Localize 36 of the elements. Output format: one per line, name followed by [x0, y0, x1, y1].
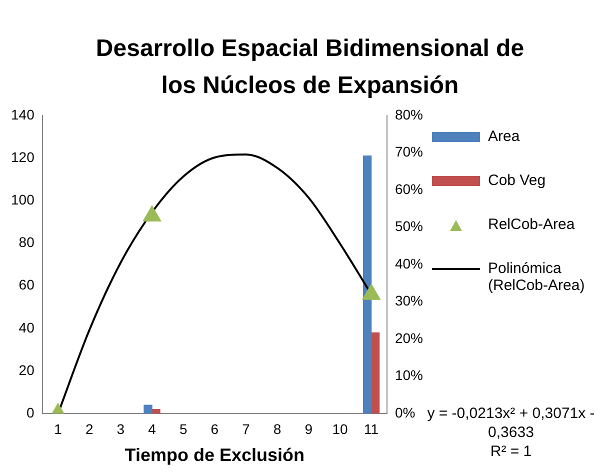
y2-tick-label: 80% — [394, 106, 424, 122]
y-tick-label: 80 — [18, 234, 35, 250]
chart-title: Desarrollo Espacial Bidimensional de los Núcleos de Expansión — [94, 34, 526, 101]
y2-tick-label: 30% — [394, 292, 424, 309]
x-tick-label: 7 — [242, 420, 250, 437]
x-tick-label: 8 — [273, 420, 282, 437]
x-tick-label: 6 — [210, 420, 219, 437]
y2-tick-label: 70% — [394, 144, 424, 160]
y2-tick-label: 40% — [394, 255, 424, 272]
x-tick-label: 10 — [332, 420, 348, 437]
y2-tick-label: 60% — [394, 180, 424, 197]
x-tick-label: 4 — [148, 420, 156, 437]
y-tick-label: 120 — [11, 148, 35, 165]
y2-tick-label: 20% — [394, 330, 424, 346]
x-tick-label: 1 — [54, 420, 62, 437]
legend-label: RelCob-Area — [488, 216, 575, 233]
y2-tick-label: 50% — [394, 218, 424, 234]
legend-label: Cob Veg — [488, 172, 546, 189]
y-tick-label: 0 — [26, 404, 35, 420]
y2-tick-label: 10% — [394, 367, 424, 384]
x-tick-label: 11 — [364, 420, 379, 437]
y-tick-label: 60 — [18, 276, 35, 293]
y2-tick-label: 0% — [394, 404, 416, 420]
x-tick-label: 5 — [179, 420, 188, 437]
legend-label: Polinómica (RelCob-Area) — [488, 260, 586, 294]
legend-label: Area — [488, 128, 520, 145]
y-tick-label: 140 — [11, 106, 35, 122]
x-tick-label: 3 — [116, 420, 125, 437]
y-tick-label: 40 — [18, 319, 35, 336]
y-tick-label: 100 — [11, 191, 35, 208]
x-tick-label: 2 — [85, 420, 94, 437]
text: y = -0,0213x² + 0,3071x - 0,3633 — [426, 404, 596, 442]
x-axis-title: Tiempo de Exclusión — [124, 445, 305, 466]
x-tick-label: 9 — [304, 420, 313, 437]
y-tick-label: 20 — [18, 362, 35, 378]
text: R² = 1 — [489, 442, 533, 461]
